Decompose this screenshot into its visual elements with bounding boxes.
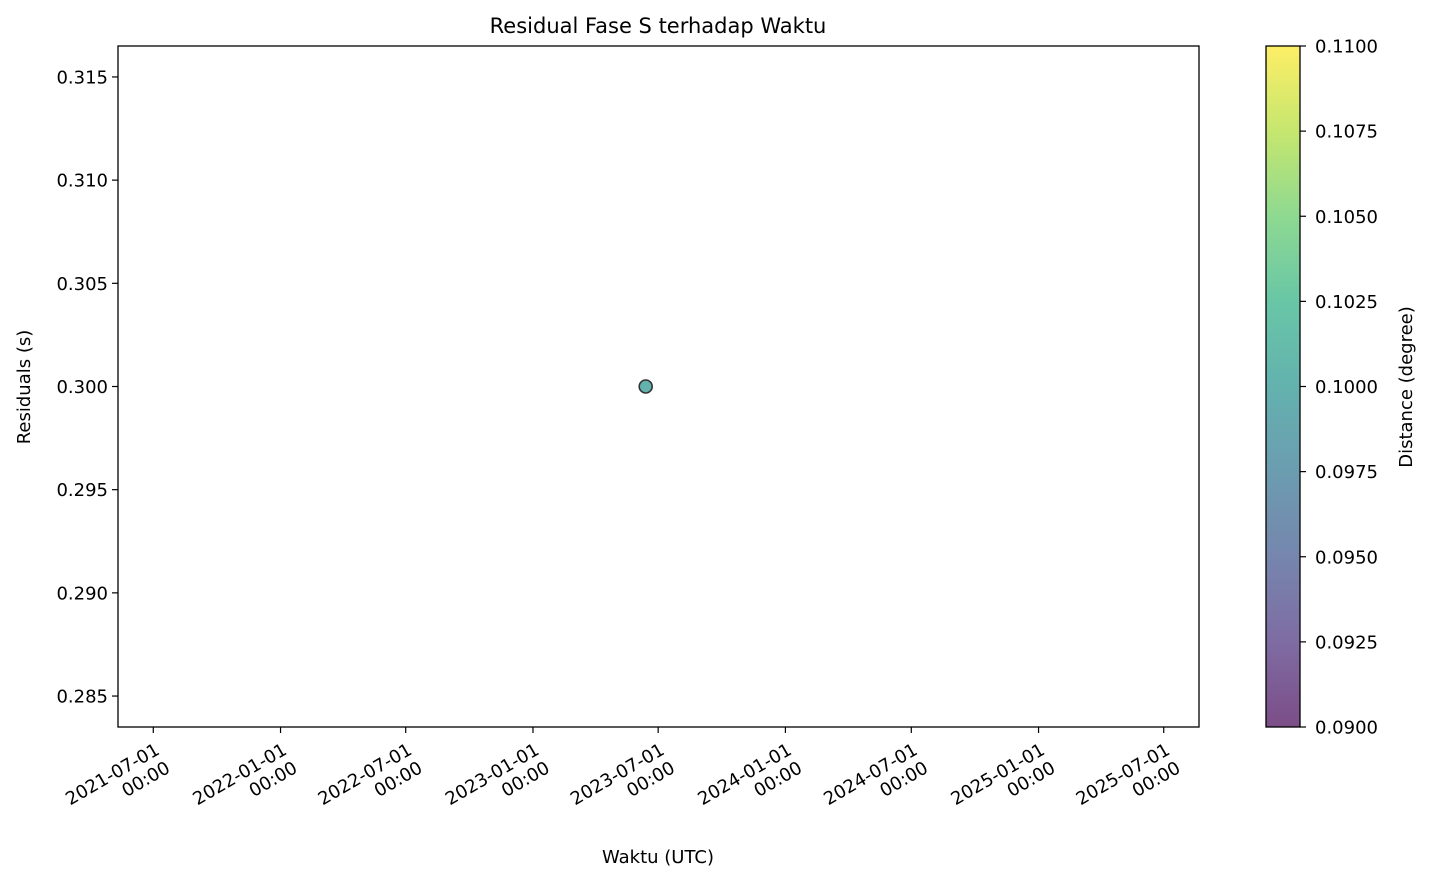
data-point bbox=[638, 379, 654, 394]
plot-frame bbox=[117, 45, 1200, 728]
x-tick-label: 2024-07-0100:00 bbox=[820, 739, 932, 828]
plot-area bbox=[638, 379, 654, 394]
y-tick-label: 0.310 bbox=[56, 171, 108, 192]
y-axis-label: Residuals (s) bbox=[14, 330, 35, 445]
x-tick-label: 2022-01-0100:00 bbox=[189, 739, 301, 828]
colorbar-gradient bbox=[1266, 46, 1300, 727]
colorbar-tick-label: 0.0975 bbox=[1315, 462, 1378, 483]
x-tick-label: 2023-01-0100:00 bbox=[442, 739, 554, 828]
x-tick-label: 2021-07-0100:00 bbox=[62, 739, 174, 828]
x-axis: 2021-07-0100:00 2022-01-0100:00 2022-07-01… bbox=[62, 727, 1185, 828]
chart-title: Residual Fase S terhadap Waktu bbox=[490, 14, 827, 38]
colorbar-tick-label: 0.1025 bbox=[1315, 292, 1378, 313]
y-tick-label: 0.285 bbox=[56, 687, 108, 708]
y-tick-label: 0.295 bbox=[56, 480, 108, 501]
x-tick-label: 2022-07-0100:00 bbox=[315, 739, 427, 828]
colorbar: 0.0900 0.0925 0.0950 0.0975 0.1000 0.1025 0.10… bbox=[1265, 37, 1417, 739]
colorbar-tick-label: 0.0950 bbox=[1315, 547, 1378, 568]
y-tick-label: 0.315 bbox=[56, 67, 108, 88]
colorbar-tick-label: 0.1000 bbox=[1315, 377, 1378, 398]
colorbar-tick-label: 0.0925 bbox=[1315, 632, 1378, 653]
x-tick-label: 2023-07-0100:00 bbox=[567, 739, 679, 828]
colorbar-ticks: 0.0900 0.0925 0.0950 0.0975 0.1000 0.1025 0.10… bbox=[1300, 37, 1378, 739]
x-tick-label: 2024-01-0100:00 bbox=[694, 739, 806, 828]
y-tick-label: 0.290 bbox=[56, 583, 108, 604]
x-axis-label: Waktu (UTC) bbox=[602, 847, 714, 868]
colorbar-tick-label: 0.1075 bbox=[1315, 122, 1378, 143]
x-tick-label: 2025-01-0100:00 bbox=[947, 739, 1059, 828]
y-tick-label: 0.305 bbox=[56, 274, 108, 295]
y-axis: 0.285 0.290 0.295 0.300 0.305 0.310 0.315 bbox=[56, 67, 118, 708]
x-tick-label: 2025-07-0100:00 bbox=[1073, 739, 1185, 828]
colorbar-label: Distance (degree) bbox=[1396, 306, 1417, 468]
y-tick-label: 0.300 bbox=[56, 377, 108, 398]
colorbar-tick-label: 0.1100 bbox=[1315, 37, 1378, 58]
colorbar-tick-label: 0.1050 bbox=[1315, 207, 1378, 228]
colorbar-tick-label: 0.0900 bbox=[1315, 718, 1378, 739]
